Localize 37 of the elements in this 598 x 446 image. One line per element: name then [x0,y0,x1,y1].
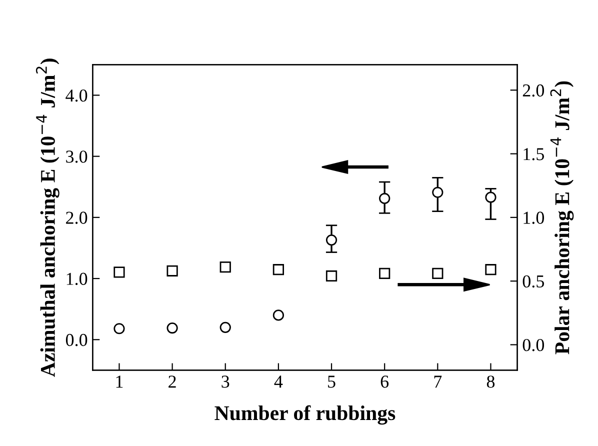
point [432,268,444,279]
point [114,323,125,334]
y-tick-label: 0.0 [66,334,88,346]
point [326,234,338,246]
y-tick-label: 2.0 [66,212,88,224]
point [485,264,496,276]
x-tick-label: 5 [328,376,336,388]
x-tick-label: 6 [380,376,389,388]
y2-tick-label: 2.0 [522,84,544,97]
point [220,262,231,273]
point [272,264,284,276]
point [326,270,338,282]
point [166,322,178,334]
y2-tick-label: 0.5 [522,275,544,288]
point [166,265,178,276]
x-tick-label: 8 [486,376,495,388]
y2-tick-label: 1.0 [524,212,544,224]
x-tick-label: 7 [434,376,442,388]
x-axis-title: Number of rubbings [214,405,396,425]
x-tick-label: 3 [222,376,230,388]
point [432,186,444,198]
point [114,266,125,278]
point [220,322,231,333]
x-tick-label: 1 [116,376,123,388]
x-tick-label: 2 [168,376,176,388]
y-tick-label: 4.0 [66,89,88,102]
y-tick-label: 1.0 [66,272,88,286]
y2-axis-title: Polar anchoring E (10$^{−4}$ J/m$^{2}$) [550,81,574,354]
x-tick-label: 4 [274,376,283,388]
y-axis-title: Azimuthal anchoring E (10$^{−4}$ J/m$^{2}$) [36,58,60,377]
y-tick-label: 3.0 [66,150,88,163]
point [272,310,284,321]
y2-tick-label: 0.0 [522,338,544,352]
point [485,192,496,203]
point [379,268,390,279]
point [379,192,390,204]
y2-tick-label: 1.5 [524,148,544,160]
